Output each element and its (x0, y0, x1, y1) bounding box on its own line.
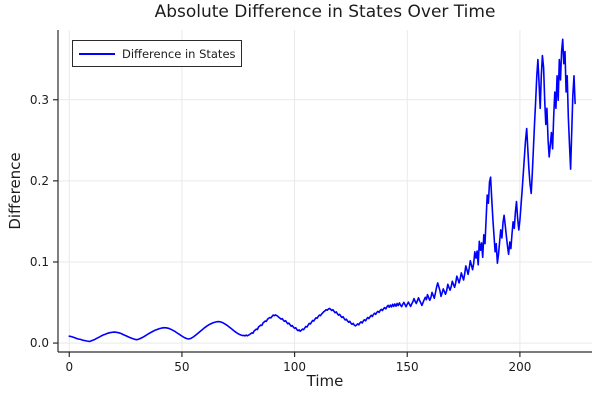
x-tick-label: 150 (396, 360, 419, 374)
x-axis-label: Time (306, 372, 344, 390)
x-tick-label: 200 (508, 360, 531, 374)
legend-label: Difference in States (122, 46, 236, 61)
plot-title: Absolute Difference in States Over Time (154, 2, 496, 22)
y-tick-label: 0.0 (30, 336, 49, 350)
y-tick-label: 0.1 (30, 255, 49, 269)
x-tick-label: 0 (65, 360, 73, 374)
legend: Difference in States (72, 40, 242, 67)
y-tick-label: 0.2 (30, 174, 49, 188)
x-tick-label: 100 (283, 360, 306, 374)
legend-line-sample (79, 52, 115, 55)
x-tick-label: 50 (174, 360, 189, 374)
series-line (68, 38, 576, 343)
y-tick-label: 0.3 (30, 93, 49, 107)
y-axis-label: Difference (6, 152, 24, 230)
